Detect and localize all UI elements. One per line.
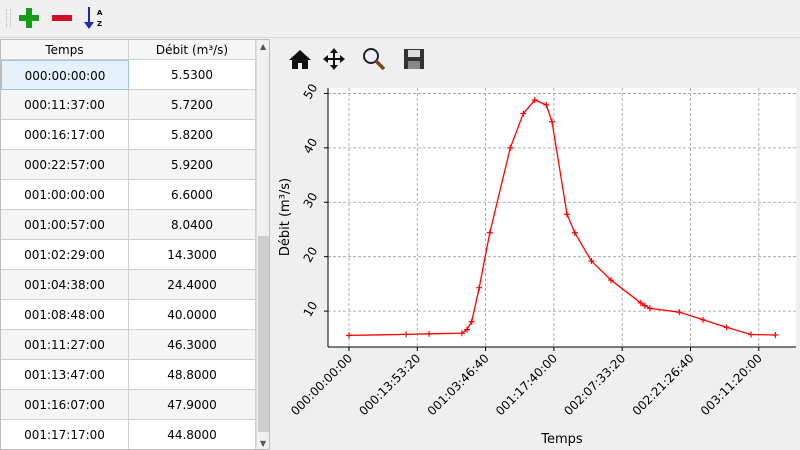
data-point [588, 258, 595, 265]
pan-icon[interactable] [322, 47, 346, 71]
cell-debit[interactable]: 24.4000 [129, 270, 256, 300]
data-point [464, 326, 471, 333]
table-row[interactable]: 001:16:07:00 47.9000 [1, 390, 256, 420]
table-row[interactable]: 001:00:57:00 8.0400 [1, 210, 256, 240]
table-row[interactable]: 001:04:38:00 24.4000 [1, 270, 256, 300]
table-scrollbar[interactable]: ▲ ▼ [256, 40, 269, 449]
x-axis-label: Temps [540, 432, 583, 447]
cell-debit[interactable]: 14.3000 [129, 240, 256, 270]
sort-letter-a: A [97, 9, 103, 17]
chart-toolbar [278, 40, 800, 78]
y-tick-label: 50 [301, 81, 321, 101]
zoom-icon[interactable] [362, 47, 386, 71]
table-row[interactable]: 001:00:00:00 6.6000 [1, 180, 256, 210]
table-row[interactable]: 001:13:47:00 48.8000 [1, 360, 256, 390]
cell-temps[interactable]: 001:00:57:00 [1, 210, 129, 240]
y-tick-label: 20 [301, 245, 321, 265]
x-tick-label: 003:11:20:00 [698, 351, 765, 418]
scrollbar-thumb[interactable] [258, 236, 269, 432]
cell-debit[interactable]: 6.6000 [129, 180, 256, 210]
cell-temps[interactable]: 000:00:00:00 [1, 60, 129, 90]
table-row[interactable]: 001:17:17:00 44.8000 [1, 420, 256, 449]
x-tick-label: 001:03:46:40 [425, 351, 492, 418]
x-tick-label: 000:13:53:20 [356, 351, 423, 418]
save-icon[interactable] [402, 47, 426, 71]
cell-temps[interactable]: 000:22:57:00 [1, 150, 129, 180]
x-tick-label: 000:00:00:00 [288, 351, 355, 418]
cell-temps[interactable]: 000:16:17:00 [1, 120, 129, 150]
table-row[interactable]: 000:00:00:00 5.5300 [1, 60, 256, 90]
table-row[interactable]: 001:02:29:00 14.3000 [1, 240, 256, 270]
data-point [700, 316, 707, 323]
cell-temps[interactable]: 001:04:38:00 [1, 270, 129, 300]
cell-temps[interactable]: 001:08:48:00 [1, 300, 129, 330]
cell-debit[interactable]: 5.9200 [129, 150, 256, 180]
cell-debit[interactable]: 47.9000 [129, 390, 256, 420]
table-row[interactable]: 001:11:27:00 46.3000 [1, 330, 256, 360]
cell-debit[interactable]: 48.8000 [129, 360, 256, 390]
data-point [507, 144, 514, 151]
data-point [426, 330, 433, 337]
cell-temps[interactable]: 001:00:00:00 [1, 180, 129, 210]
data-point [748, 331, 755, 338]
toolbar-grip[interactable] [6, 9, 11, 27]
scroll-down-icon[interactable]: ▼ [260, 439, 267, 448]
data-point [646, 305, 653, 312]
data-point [772, 332, 779, 339]
cell-debit[interactable]: 8.0400 [129, 210, 256, 240]
cell-temps[interactable]: 001:02:29:00 [1, 240, 129, 270]
sort-letter-z: Z [97, 20, 102, 28]
data-point [468, 318, 475, 325]
cell-debit[interactable]: 40.0000 [129, 300, 256, 330]
table-row[interactable]: 001:08:48:00 40.0000 [1, 300, 256, 330]
data-point [531, 96, 538, 103]
data-point [676, 309, 683, 316]
data-point [564, 211, 571, 218]
data-point [486, 229, 493, 236]
data-point [641, 302, 648, 309]
table-row[interactable]: 000:11:37:00 5.7200 [1, 90, 256, 120]
data-point [345, 332, 352, 339]
cell-debit[interactable]: 5.5300 [129, 60, 256, 90]
cell-temps[interactable]: 000:11:37:00 [1, 90, 129, 120]
data-point [403, 331, 410, 338]
y-tick-label: 40 [301, 136, 321, 156]
data-point [520, 110, 527, 117]
data-table: Temps Débit (m³/s) 000:00:00:00 5.5300 000… [0, 39, 270, 450]
cell-temps[interactable]: 001:17:17:00 [1, 420, 129, 449]
add-icon[interactable] [17, 6, 41, 30]
data-point [476, 284, 483, 291]
table-row[interactable]: 000:16:17:00 5.8200 [1, 120, 256, 150]
data-point [637, 299, 644, 306]
data-point [571, 229, 578, 236]
remove-icon[interactable] [50, 6, 74, 30]
chart: Débit (m³/s) Temps 000:00:00:00 000:13:53… [278, 81, 796, 447]
data-point [608, 277, 615, 284]
y-tick-label: 30 [301, 190, 321, 210]
data-point [458, 330, 465, 337]
column-header-temps[interactable]: Temps [1, 40, 129, 60]
cell-temps[interactable]: 001:13:47:00 [1, 360, 129, 390]
x-tick-label: 002:21:26:40 [630, 351, 697, 418]
scroll-up-icon[interactable]: ▲ [260, 42, 267, 51]
home-icon[interactable] [288, 47, 312, 71]
sort-az-icon[interactable]: AZ [82, 6, 106, 30]
cell-debit[interactable]: 44.8000 [129, 420, 256, 449]
cell-temps[interactable]: 001:16:07:00 [1, 390, 129, 420]
data-point [543, 101, 550, 108]
x-tick-label: 001:17:40:00 [493, 351, 560, 418]
y-axis-label: Débit (m³/s) [278, 178, 293, 256]
cell-debit[interactable]: 5.8200 [129, 120, 256, 150]
data-point [549, 118, 556, 125]
cell-temps[interactable]: 001:11:27:00 [1, 330, 129, 360]
table-row[interactable]: 000:22:57:00 5.9200 [1, 150, 256, 180]
column-header-debit[interactable]: Débit (m³/s) [129, 40, 256, 60]
x-tick-label: 002:07:33:20 [561, 351, 628, 418]
cell-debit[interactable]: 5.7200 [129, 90, 256, 120]
data-point [723, 324, 730, 331]
plot-area [328, 88, 796, 347]
y-tick-label: 10 [301, 299, 321, 319]
cell-debit[interactable]: 46.3000 [129, 330, 256, 360]
